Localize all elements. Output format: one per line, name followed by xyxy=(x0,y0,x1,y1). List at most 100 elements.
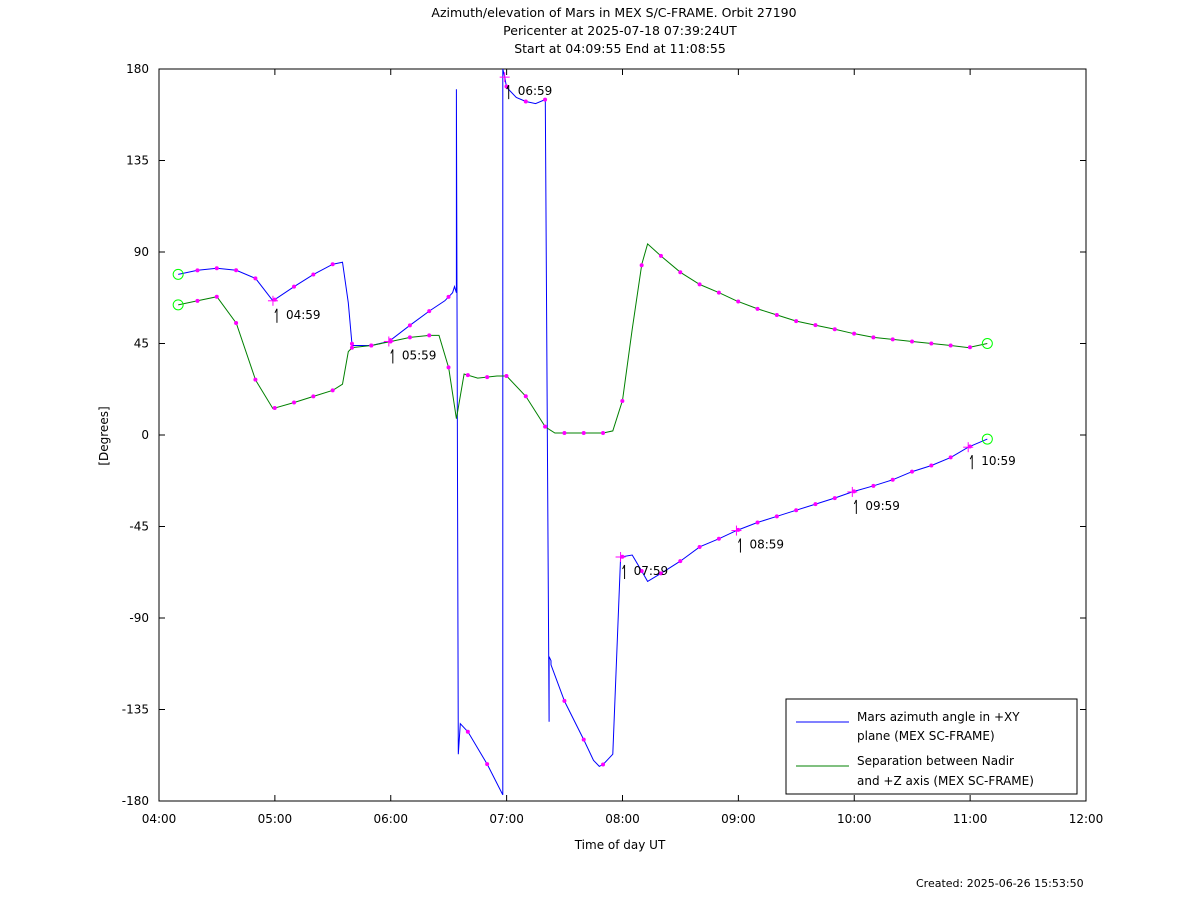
sample-dot xyxy=(427,309,432,314)
legend: Mars azimuth angle in +XY plane (MEX SC-… xyxy=(785,698,1078,795)
sample-dot xyxy=(214,266,219,271)
legend-separation-line-1: Separation between Nadir xyxy=(857,754,1014,768)
sample-dot xyxy=(465,373,470,378)
sample-dot xyxy=(195,268,200,273)
sample-dot xyxy=(871,483,876,488)
sample-dot xyxy=(852,331,857,336)
end-circle-marker xyxy=(981,433,993,445)
hour-arrow-head xyxy=(969,454,973,460)
sample-dot xyxy=(446,365,451,370)
sample-dot xyxy=(253,377,258,382)
legend-azimuth-line-2: plane (MEX SC-FRAME) xyxy=(857,729,995,743)
sample-dot xyxy=(349,341,354,346)
sample-dot xyxy=(292,400,297,405)
sample-dot xyxy=(929,463,934,468)
sample-dot xyxy=(697,282,702,287)
sample-dot xyxy=(658,571,663,576)
sample-dot xyxy=(253,276,258,281)
start-circle-marker xyxy=(172,299,184,311)
sample-dot xyxy=(716,290,721,295)
sample-dot xyxy=(601,762,606,767)
sample-dot xyxy=(755,520,760,525)
start-circle-marker xyxy=(172,268,184,280)
sample-dot xyxy=(523,394,528,399)
y-tick-label: 45 xyxy=(134,337,149,351)
sample-dot xyxy=(832,327,837,332)
sample-dot xyxy=(465,729,470,734)
hour-arrow-head xyxy=(390,349,394,354)
hour-marker-label: 10:59 xyxy=(981,454,1016,468)
x-tick-label: 08:00 xyxy=(605,812,640,826)
legend-azimuth-line-1: Mars azimuth angle in +XY xyxy=(857,710,1020,724)
sample-dot xyxy=(620,398,625,403)
sample-dot xyxy=(581,737,586,742)
sample-dot xyxy=(272,406,277,411)
sample-dot xyxy=(234,320,239,325)
x-tick-label: 06:00 xyxy=(373,812,408,826)
hour-arrow-head xyxy=(506,84,510,90)
sample-dot xyxy=(967,345,972,350)
sample-dot xyxy=(292,284,297,289)
sample-dot xyxy=(697,544,702,549)
sample-dot xyxy=(813,323,818,328)
sample-dot xyxy=(562,698,567,703)
sample-dot xyxy=(214,294,219,299)
y-tick-label: -45 xyxy=(129,520,149,534)
created-timestamp: Created: 2025-06-26 15:53:50 xyxy=(916,877,1084,890)
y-tick-label: -135 xyxy=(122,703,149,717)
sample-dot xyxy=(311,394,316,399)
y-tick-label: -90 xyxy=(129,611,149,625)
sample-dot xyxy=(948,343,953,348)
sample-dot xyxy=(890,337,895,342)
sample-dot xyxy=(330,262,335,267)
sample-dot xyxy=(543,97,548,102)
chart-subtitle-pericenter: Pericenter at 2025-07-18 07:39:24UT xyxy=(503,23,737,38)
x-tick-label: 04:00 xyxy=(142,812,177,826)
sample-dot xyxy=(234,268,239,273)
sample-dot xyxy=(543,424,548,429)
sample-dot xyxy=(330,388,335,393)
legend-separation-line-2: and +Z axis (MEX SC-FRAME) xyxy=(857,774,1034,788)
end-circle-marker xyxy=(981,338,993,349)
x-tick-label: 05:00 xyxy=(258,812,293,826)
sample-dot xyxy=(813,502,818,507)
sample-dot xyxy=(581,430,586,435)
sample-dot xyxy=(601,430,606,435)
legend-box xyxy=(785,698,1078,795)
hour-marker-label: 04:59 xyxy=(286,308,321,322)
sample-dot xyxy=(871,335,876,340)
y-axis-label: [Degrees] xyxy=(97,406,111,465)
x-tick-label: 07:00 xyxy=(489,812,524,826)
sample-dot xyxy=(195,298,200,303)
plot-frame xyxy=(158,68,1087,802)
sample-dot xyxy=(523,99,528,104)
y-tick-label: 90 xyxy=(134,245,149,259)
sample-dot xyxy=(832,496,837,501)
hour-arrow-head xyxy=(853,499,857,505)
hour-marker-label: 07:59 xyxy=(634,564,669,578)
sample-dot xyxy=(407,335,412,340)
sample-dot xyxy=(910,469,915,474)
hour-marker-label: 09:59 xyxy=(865,499,900,513)
hour-marker-label: 06:59 xyxy=(518,84,553,98)
sample-dot xyxy=(794,319,799,324)
hour-arrow-head xyxy=(737,538,741,543)
sample-dot xyxy=(427,333,432,338)
sample-dot xyxy=(794,508,799,513)
x-tick-label: 10:00 xyxy=(837,812,872,826)
sample-dot xyxy=(736,299,741,304)
x-axis-label: Time of day UT xyxy=(574,838,666,852)
sample-dot xyxy=(774,312,779,317)
sample-dot xyxy=(504,374,509,379)
marker-layer: 04:59 05:59 06:59 07:59 08:59 09:59 10:59 xyxy=(172,72,1016,767)
sample-dot xyxy=(639,568,644,573)
sample-dot xyxy=(910,339,915,344)
sample-dot xyxy=(369,343,374,348)
sample-dot xyxy=(774,514,779,519)
sample-dot xyxy=(446,294,451,299)
sample-dot xyxy=(658,253,663,258)
hour-marker-label: 05:59 xyxy=(402,348,437,362)
y-tick-label: -180 xyxy=(122,794,149,808)
hour-arrow-head xyxy=(274,308,278,314)
